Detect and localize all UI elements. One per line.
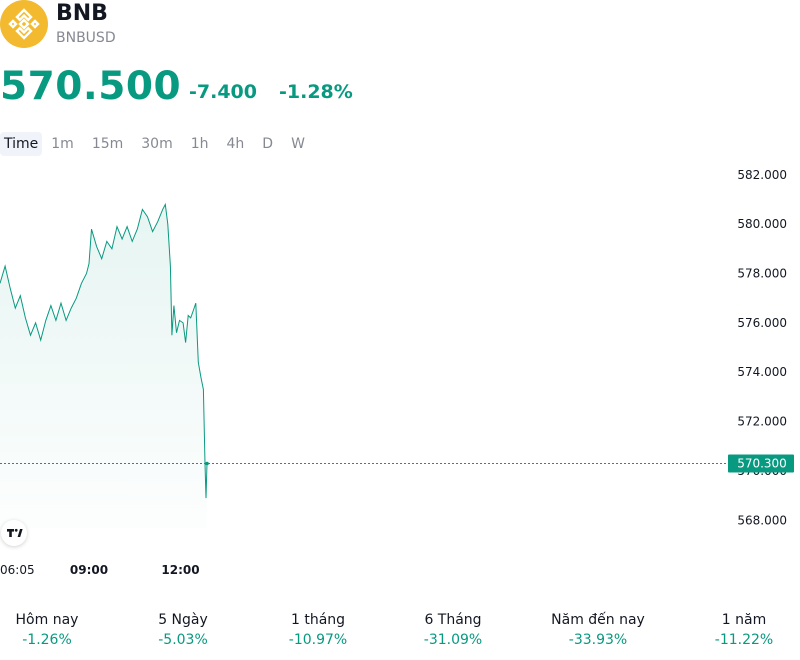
performance-label: Hôm nay bbox=[15, 612, 79, 628]
y-tick-label: 578.000 bbox=[737, 267, 787, 281]
performance-label: 5 Ngày bbox=[158, 612, 208, 628]
performance-bar: Hôm nay -1.26% 5 Ngày -5.03% 1 tháng -10.97% 6… bbox=[0, 600, 800, 660]
last-price-badge-label: 570.300 bbox=[737, 457, 787, 471]
price-area-fill bbox=[0, 204, 207, 528]
performance-label: 6 Tháng bbox=[424, 612, 482, 628]
x-tick-label: 06:05 bbox=[0, 563, 35, 577]
price-chart[interactable]: 582.000 580.000 578.000 576.000 574.000 572.0… bbox=[0, 160, 800, 580]
interval-15m[interactable]: 15m bbox=[91, 136, 124, 152]
interval-30m[interactable]: 30m bbox=[141, 136, 173, 152]
x-tick-label: 12:00 bbox=[161, 563, 199, 577]
interval-selector: Time 1m 15m 30m 1h 4h D W bbox=[0, 132, 314, 156]
performance-label: 1 năm bbox=[721, 612, 767, 628]
y-tick-label: 580.000 bbox=[737, 217, 787, 231]
binance-coin-icon bbox=[0, 0, 48, 48]
y-tick-label: 568.000 bbox=[737, 513, 787, 527]
price-line bbox=[0, 202, 208, 499]
interval-time[interactable]: Time bbox=[0, 132, 43, 156]
tradingview-logo-icon[interactable] bbox=[1, 520, 27, 546]
interval-w[interactable]: W bbox=[291, 136, 305, 152]
price-change-percent: -1.28% bbox=[279, 81, 353, 103]
performance-item[interactable]: 1 tháng -10.97% bbox=[253, 610, 383, 650]
last-price: 570.500 bbox=[0, 64, 182, 109]
last-price-badge bbox=[728, 454, 794, 473]
performance-item[interactable]: Năm đến nay -33.93% bbox=[533, 610, 663, 650]
performance-label: 1 tháng bbox=[290, 612, 346, 628]
symbol-header: BNB BNBUSD bbox=[0, 0, 800, 60]
performance-value: -5.03% bbox=[158, 632, 208, 648]
interval-1m[interactable]: 1m bbox=[51, 136, 74, 152]
price-change: -7.400 bbox=[189, 81, 257, 103]
interval-d[interactable]: D bbox=[262, 136, 274, 152]
interval-4h[interactable]: 4h bbox=[226, 136, 245, 152]
interval-1h[interactable]: 1h bbox=[190, 136, 209, 152]
performance-item[interactable]: 1 năm -11.22% bbox=[679, 610, 800, 650]
last-point-marker bbox=[205, 461, 209, 466]
y-tick-label: 574.000 bbox=[737, 365, 787, 379]
performance-item[interactable]: Hôm nay -1.26% bbox=[0, 610, 112, 650]
x-tick-label: 09:00 bbox=[70, 563, 108, 577]
quote-bar: 570.500 -7.400 -1.28% bbox=[0, 62, 800, 110]
performance-value: -1.26% bbox=[22, 632, 72, 648]
performance-item[interactable]: 6 Tháng -31.09% bbox=[388, 610, 518, 650]
y-tick-label: 582.000 bbox=[737, 168, 787, 182]
performance-value: -33.93% bbox=[568, 632, 628, 648]
performance-value: -10.97% bbox=[288, 632, 348, 648]
performance-label: Năm đến nay bbox=[551, 612, 645, 628]
performance-value: -11.22% bbox=[714, 632, 774, 648]
symbol-pair: BNBUSD bbox=[56, 30, 116, 46]
performance-value: -31.09% bbox=[423, 632, 483, 648]
y-tick-label: 572.000 bbox=[737, 415, 787, 429]
y-tick-label: 576.000 bbox=[737, 316, 787, 330]
symbol-name: BNB bbox=[56, 1, 108, 26]
performance-item[interactable]: 5 Ngày -5.03% bbox=[118, 610, 248, 650]
